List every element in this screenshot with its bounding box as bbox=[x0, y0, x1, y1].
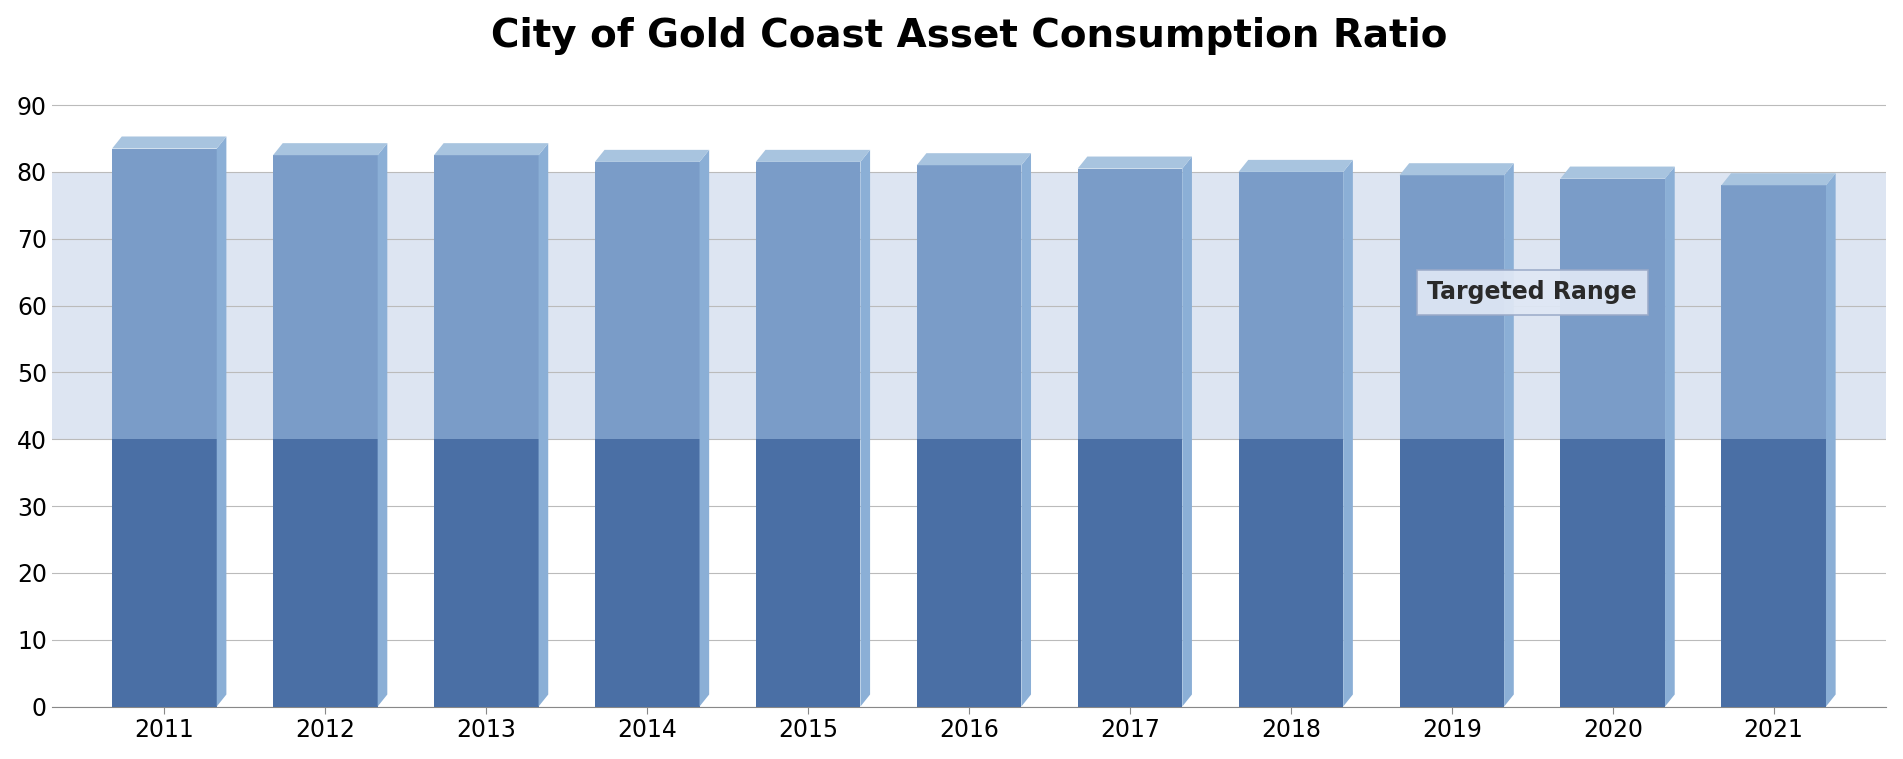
Bar bbox=[434, 439, 539, 707]
Bar bbox=[596, 162, 700, 439]
Polygon shape bbox=[1560, 166, 1675, 178]
Polygon shape bbox=[860, 150, 870, 707]
Polygon shape bbox=[434, 143, 548, 155]
Bar bbox=[1077, 439, 1182, 707]
Polygon shape bbox=[1665, 166, 1675, 707]
Title: City of Gold Coast Asset Consumption Ratio: City of Gold Coast Asset Consumption Rat… bbox=[491, 17, 1448, 55]
Polygon shape bbox=[1344, 160, 1353, 707]
Bar bbox=[51, 172, 1886, 439]
Polygon shape bbox=[755, 150, 870, 162]
Bar bbox=[1722, 439, 1827, 707]
Bar bbox=[1560, 439, 1665, 707]
Bar bbox=[596, 439, 700, 707]
Bar bbox=[1399, 439, 1503, 707]
Bar bbox=[1560, 178, 1665, 439]
Bar bbox=[917, 165, 1022, 439]
Polygon shape bbox=[1722, 173, 1836, 185]
Bar bbox=[1239, 439, 1344, 707]
Polygon shape bbox=[112, 137, 226, 149]
Polygon shape bbox=[1399, 163, 1513, 175]
Bar bbox=[1239, 172, 1344, 439]
Polygon shape bbox=[917, 153, 1031, 165]
Bar bbox=[1399, 175, 1503, 439]
Polygon shape bbox=[539, 143, 548, 707]
Bar bbox=[112, 149, 217, 439]
Bar bbox=[755, 162, 860, 439]
Polygon shape bbox=[217, 137, 226, 707]
Bar bbox=[434, 155, 539, 439]
Bar bbox=[917, 439, 1022, 707]
Polygon shape bbox=[272, 143, 388, 155]
Polygon shape bbox=[377, 143, 388, 707]
Bar bbox=[272, 155, 377, 439]
Bar bbox=[112, 439, 217, 707]
Bar bbox=[1722, 185, 1827, 439]
Text: Targeted Range: Targeted Range bbox=[1427, 280, 1637, 304]
Polygon shape bbox=[1827, 173, 1836, 707]
Polygon shape bbox=[700, 150, 710, 707]
Polygon shape bbox=[596, 150, 710, 162]
Bar bbox=[755, 439, 860, 707]
Polygon shape bbox=[1239, 160, 1353, 172]
Polygon shape bbox=[1077, 156, 1191, 168]
Polygon shape bbox=[1182, 156, 1191, 707]
Polygon shape bbox=[1022, 153, 1031, 707]
Bar bbox=[272, 439, 377, 707]
Polygon shape bbox=[1503, 163, 1513, 707]
Bar bbox=[1077, 168, 1182, 439]
